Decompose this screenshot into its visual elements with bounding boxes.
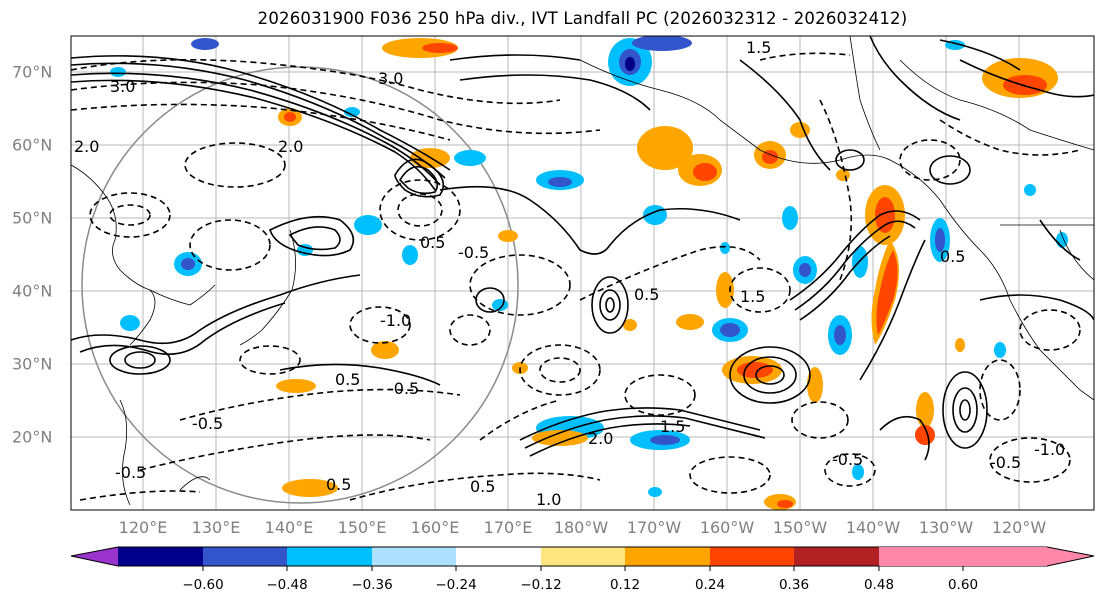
lon-label: 130°E — [191, 518, 241, 537]
landfall-region-circle — [81, 66, 519, 504]
lon-label: 120°W — [991, 518, 1047, 537]
colorbar-segment — [625, 547, 710, 566]
lat-label: 70°N — [12, 62, 53, 82]
contour-label: 2.0 — [278, 137, 303, 156]
contour-label: 1.5 — [660, 417, 685, 436]
contour-label: 0.5 — [940, 247, 965, 266]
positive-contours — [71, 36, 1094, 461]
colorbar-tick-label: 0.12 — [609, 577, 641, 593]
colorbar-tick-label: −0.24 — [435, 577, 477, 593]
contour-labels: 3.0 3.0 2.0 2.0 1.5 0.5 -0.5 0.5 -0.5 -0… — [74, 38, 1065, 509]
colorbar-segment — [118, 547, 203, 566]
lat-label: 50°N — [12, 208, 53, 228]
lon-label: 120°E — [118, 518, 168, 537]
contour-label: 3.0 — [110, 77, 135, 96]
colorbar-segment — [287, 547, 372, 566]
lon-label: 180°W — [553, 518, 609, 537]
lat-label: 40°N — [12, 281, 53, 301]
contour-label: -0.5 — [115, 463, 146, 482]
lon-label: 170°E — [483, 518, 533, 537]
colorbar-segment — [203, 547, 287, 566]
contour-label: -1.0 — [1034, 440, 1065, 459]
colorbar-tick-label: −0.36 — [351, 577, 393, 593]
lat-label: 30°N — [12, 354, 53, 374]
contour-label: 0.5 — [634, 285, 659, 304]
colorbar-segment — [372, 547, 456, 566]
lon-label: 160°W — [699, 518, 755, 537]
colorbar-tick-label: 0.48 — [863, 577, 895, 593]
colorbar-tick-label: 0.24 — [694, 577, 726, 593]
contour-label: -0.5 — [388, 379, 419, 398]
contour-label: -0.5 — [832, 450, 863, 469]
colorbar-tick-label: −0.60 — [182, 577, 224, 593]
colorbar-segment — [963, 547, 1047, 566]
colorbar-tick-label: −0.48 — [266, 577, 308, 593]
lat-label: 60°N — [12, 135, 53, 155]
contour-label: 1.0 — [536, 490, 561, 509]
colorbar-segment — [541, 547, 625, 566]
contour-label: -0.5 — [192, 414, 223, 433]
colorbar-tick-label: −0.12 — [520, 577, 562, 593]
lon-label: 170°W — [626, 518, 682, 537]
lon-label: 140°E — [264, 518, 314, 537]
divergence-fill — [110, 36, 1068, 510]
colorbar-segment — [456, 547, 541, 566]
colorbar-tick-label: 0.36 — [778, 577, 810, 593]
colorbar-segment — [794, 547, 879, 566]
lon-label: 130°W — [918, 518, 974, 537]
lon-label: 150°E — [337, 518, 387, 537]
contour-label: -1.0 — [380, 311, 411, 330]
contour-label: 2.0 — [74, 137, 99, 156]
map-frame — [70, 35, 1095, 511]
contour-label: 0.5 — [335, 370, 360, 389]
contour-label: -0.5 — [458, 243, 489, 262]
contour-label: 0.5 — [326, 475, 351, 494]
lon-label: 160°E — [410, 518, 460, 537]
chart-title: 2026031900 F036 250 hPa div., IVT Landfa… — [257, 9, 908, 28]
colorbar-segment — [879, 547, 963, 566]
contour-label: 1.5 — [740, 287, 765, 306]
colorbar — [70, 546, 1095, 571]
contour-label: -0.5 — [990, 453, 1021, 472]
colorbar-tick-label: 0.60 — [947, 577, 979, 593]
colorbar-under-triangle — [71, 547, 118, 566]
contour-label: 0.5 — [420, 233, 445, 252]
lat-label: 20°N — [12, 427, 53, 447]
coastlines — [71, 36, 1094, 506]
contour-label: 0.5 — [470, 477, 495, 496]
contour-label: 3.0 — [378, 69, 403, 88]
lon-label: 150°W — [772, 518, 828, 537]
contour-label: 2.0 — [588, 429, 613, 448]
negative-contours — [71, 52, 1081, 501]
colorbar-over-triangle — [1047, 547, 1094, 566]
contour-label: 1.5 — [746, 38, 771, 57]
lon-label: 140°W — [845, 518, 901, 537]
colorbar-segment — [710, 547, 794, 566]
